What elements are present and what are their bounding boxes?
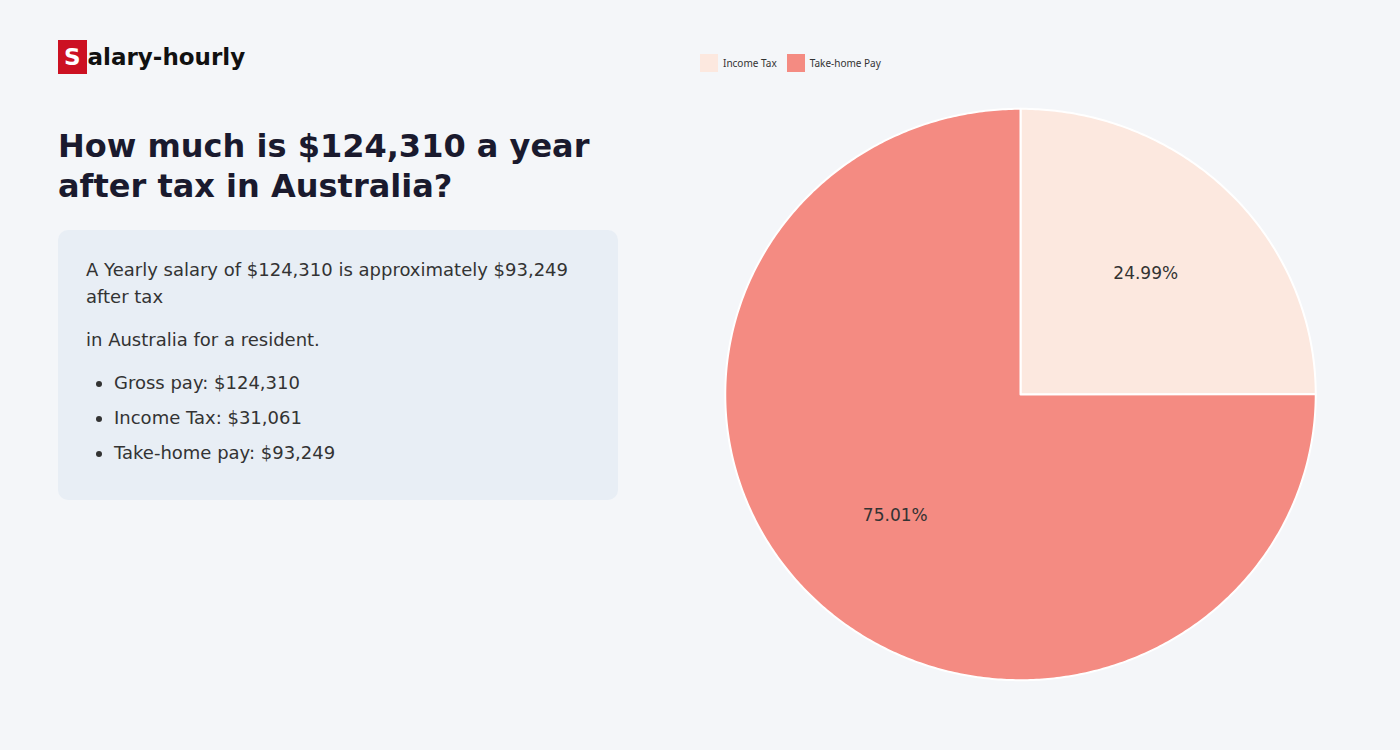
html-text:Income Tax: Income Tax [723, 55, 777, 70]
html-text:A Yearly salary of $124,310 is: A Yearly salary of $124,310 is approxima… [86, 259, 568, 307]
html-text:Income Tax: $31,061: Income Tax: $31,061 [114, 407, 302, 428]
html-text:Take-home Pay: Take-home Pay [809, 55, 881, 70]
html-text:Gross pay: $124,310: Gross pay: $124,310 [114, 372, 300, 393]
html-text:in Australia for a resident.: in Australia for a resident. [86, 329, 320, 350]
html-text:How much is $124,310 a year af: How much is $124,310 a year after tax in… [58, 127, 590, 205]
html-text:Take-home pay: $93,249: Take-home pay: $93,249 [114, 442, 336, 463]
html-text:S alary-hourly: S alary-hourly [64, 44, 246, 70]
svg-text:24.99%: 24.99% [1113, 263, 1178, 283]
svg-text:75.01%: 75.01% [863, 505, 928, 525]
